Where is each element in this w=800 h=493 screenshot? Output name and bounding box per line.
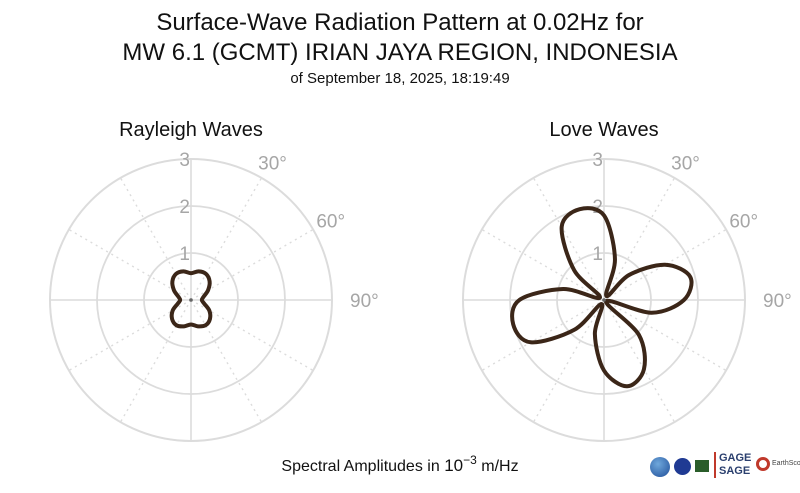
nsf-logo-icon — [650, 457, 670, 477]
love-theta-tick-label: 60° — [729, 212, 758, 233]
label-base: 10 — [444, 456, 464, 475]
rayleigh-r-tick-label: 3 — [179, 150, 190, 171]
rayleigh-center-dot — [189, 298, 193, 302]
rayleigh-ring — [143, 252, 239, 348]
amplitude-unit-label: Spectral Amplitudes in 10−3 m/Hz — [0, 453, 800, 476]
rayleigh-title: Rayleigh Waves — [119, 119, 263, 141]
rayleigh-theta-tick-label: 60° — [316, 212, 345, 233]
rayleigh-r-tick-label: 2 — [179, 197, 190, 218]
title-line-2: MW 6.1 (GCMT) IRIAN JAYA REGION, INDONES… — [122, 39, 678, 66]
love-spoke — [603, 177, 676, 301]
love-r-tick-label: 1 — [592, 244, 603, 265]
rayleigh-theta-tick-label: 30° — [258, 153, 287, 174]
gage-sage-logo: GAGE SAGE — [714, 452, 751, 478]
love-r-tick-label: 3 — [592, 150, 603, 171]
earthscope-text: EarthScope — [772, 460, 800, 467]
love-spoke — [481, 228, 605, 301]
title-line-3: of September 18, 2025, 18:19:49 — [290, 70, 510, 87]
love-ring — [462, 158, 746, 442]
love-ring — [509, 205, 699, 395]
love-theta-tick-label: 30° — [671, 153, 700, 174]
figure-title: Surface-Wave Radiation Pattern at 0.02Hz… — [0, 8, 800, 89]
rayleigh-r-tick-label: 1 — [179, 244, 190, 265]
rayleigh-spoke — [190, 299, 263, 423]
label-exponent: −3 — [463, 453, 477, 467]
rayleigh-theta-tick-label: 90° — [350, 291, 379, 312]
love-ring — [556, 252, 652, 348]
love-theta-tick-label: 90° — [763, 291, 792, 312]
rayleigh-ring — [96, 205, 286, 395]
usgs-logo-icon — [695, 460, 709, 472]
nasa-logo-icon — [674, 458, 691, 475]
love-spoke — [603, 299, 676, 423]
rayleigh-ring — [49, 158, 333, 442]
sage-text: SAGE — [719, 465, 751, 477]
logo-strip: GAGE SAGE EarthScope — [648, 451, 800, 485]
rayleigh-spoke — [119, 299, 192, 423]
label-unit: m/Hz — [481, 458, 519, 475]
love-center-dot — [602, 298, 606, 302]
love-radiation-pattern — [510, 206, 694, 389]
love-title: Love Waves — [549, 119, 659, 141]
label-prefix: Spectral Amplitudes in — [281, 458, 440, 475]
love-spoke — [481, 299, 605, 372]
rayleigh-polar-axes: 1 2 3 30° 60° 90° — [49, 150, 379, 442]
gage-text: GAGE — [719, 452, 752, 464]
earthscope-logo-icon — [756, 457, 770, 471]
rayleigh-spoke — [190, 177, 263, 301]
love-polar-axes: 1 2 3 30° 60° 90° — [462, 150, 792, 442]
title-line-1: Surface-Wave Radiation Pattern at 0.02Hz… — [156, 9, 644, 36]
rayleigh-radiation-pattern — [169, 269, 213, 329]
label-power: 10−3 — [444, 453, 477, 475]
love-spoke — [532, 299, 605, 423]
love-r-tick-label: 2 — [592, 197, 603, 218]
